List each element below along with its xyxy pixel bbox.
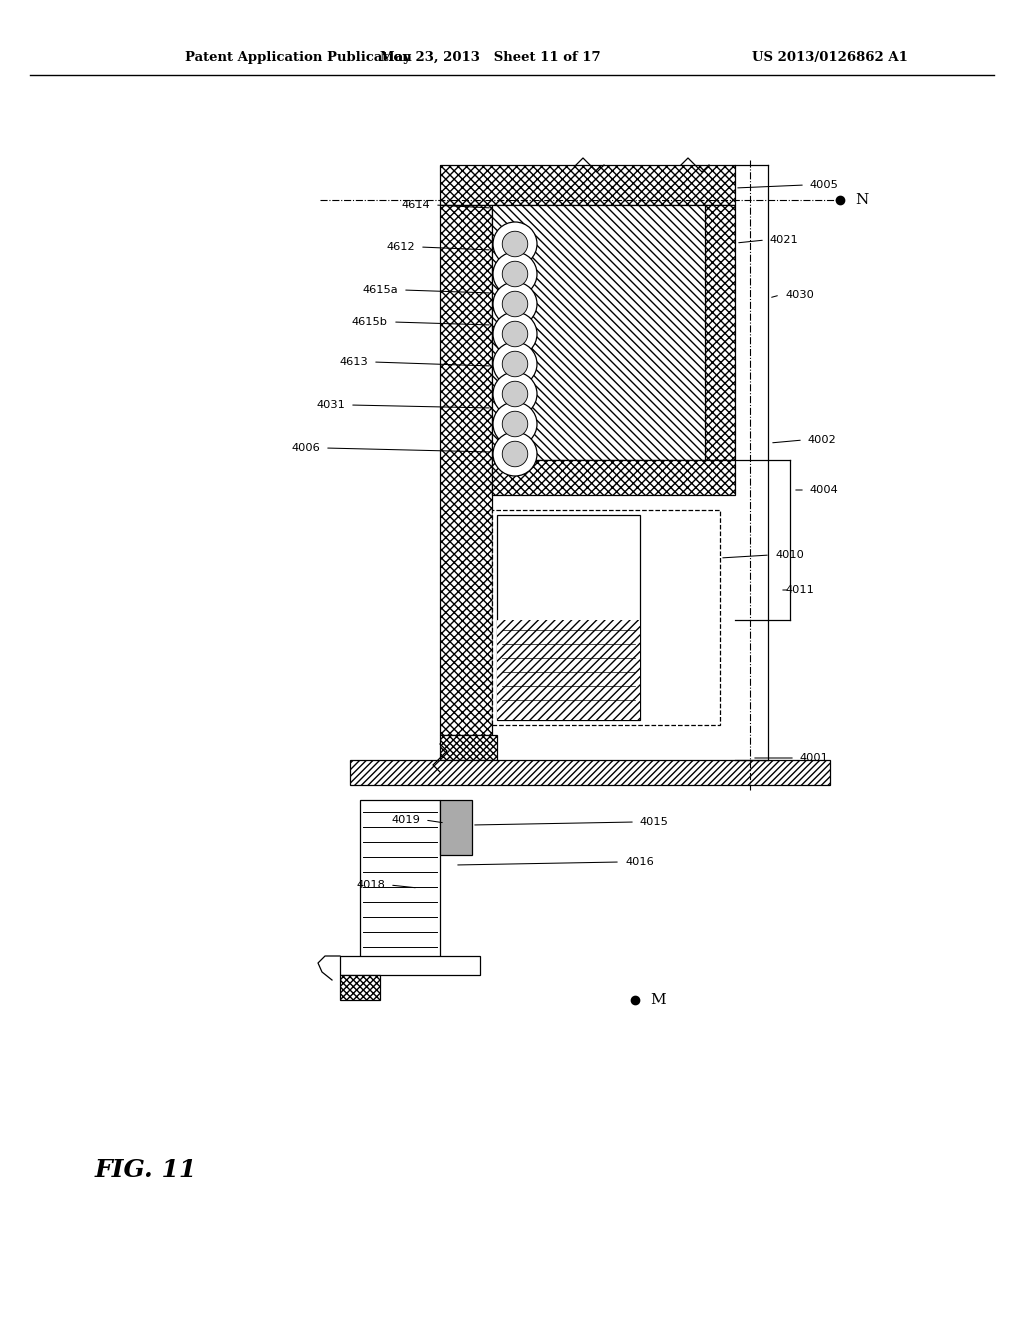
Circle shape <box>493 403 537 446</box>
Text: 4004: 4004 <box>810 484 839 495</box>
Circle shape <box>493 252 537 296</box>
Bar <box>440 165 735 205</box>
Text: M: M <box>650 993 666 1007</box>
Text: Patent Application Publication: Patent Application Publication <box>185 51 412 65</box>
Text: 4002: 4002 <box>808 436 837 445</box>
Circle shape <box>493 282 537 326</box>
Bar <box>497 620 640 719</box>
Text: May 23, 2013   Sheet 11 of 17: May 23, 2013 Sheet 11 of 17 <box>380 51 600 65</box>
Bar <box>705 205 735 459</box>
Text: 4613: 4613 <box>339 356 368 367</box>
Text: 4019: 4019 <box>391 814 420 825</box>
Circle shape <box>493 372 537 416</box>
Text: 4021: 4021 <box>770 235 799 246</box>
Bar <box>497 620 640 719</box>
Text: 4005: 4005 <box>810 180 839 190</box>
Circle shape <box>502 321 527 347</box>
Bar <box>350 760 830 785</box>
Text: 4030: 4030 <box>785 290 814 300</box>
Bar <box>440 800 472 855</box>
Bar <box>705 205 735 459</box>
Circle shape <box>493 312 537 356</box>
Circle shape <box>502 381 527 407</box>
Bar <box>340 975 380 1001</box>
Bar <box>440 735 497 760</box>
Text: 4031: 4031 <box>316 400 345 411</box>
Bar <box>492 459 735 495</box>
Bar <box>350 760 830 785</box>
Bar <box>497 515 640 719</box>
Bar <box>492 510 720 725</box>
Bar <box>440 205 492 735</box>
Text: 4016: 4016 <box>625 857 653 867</box>
Bar <box>340 975 380 1001</box>
Bar <box>340 956 480 975</box>
Text: 4006: 4006 <box>291 444 319 453</box>
Circle shape <box>502 292 527 317</box>
Circle shape <box>493 342 537 385</box>
Text: 4615b: 4615b <box>352 317 388 327</box>
Text: 4614: 4614 <box>401 201 430 210</box>
Bar <box>360 800 440 960</box>
Circle shape <box>502 351 527 376</box>
Bar <box>440 205 492 735</box>
Bar <box>440 735 497 760</box>
Text: FIG. 11: FIG. 11 <box>95 1158 198 1181</box>
Text: N: N <box>855 193 868 207</box>
Text: 4615a: 4615a <box>362 285 398 294</box>
Bar <box>492 205 705 459</box>
Bar <box>440 165 735 205</box>
Text: 4010: 4010 <box>775 550 804 560</box>
Text: 4612: 4612 <box>386 242 415 252</box>
Text: 4011: 4011 <box>785 585 814 595</box>
Text: US 2013/0126862 A1: US 2013/0126862 A1 <box>752 51 908 65</box>
Circle shape <box>493 432 537 477</box>
Text: 4018: 4018 <box>356 880 385 890</box>
Circle shape <box>502 231 527 257</box>
Circle shape <box>493 222 537 267</box>
Circle shape <box>502 441 527 467</box>
Text: 4015: 4015 <box>640 817 669 828</box>
Circle shape <box>502 261 527 286</box>
Bar <box>492 459 735 495</box>
Text: 4001: 4001 <box>800 752 828 763</box>
Bar <box>492 205 705 459</box>
Circle shape <box>502 412 527 437</box>
